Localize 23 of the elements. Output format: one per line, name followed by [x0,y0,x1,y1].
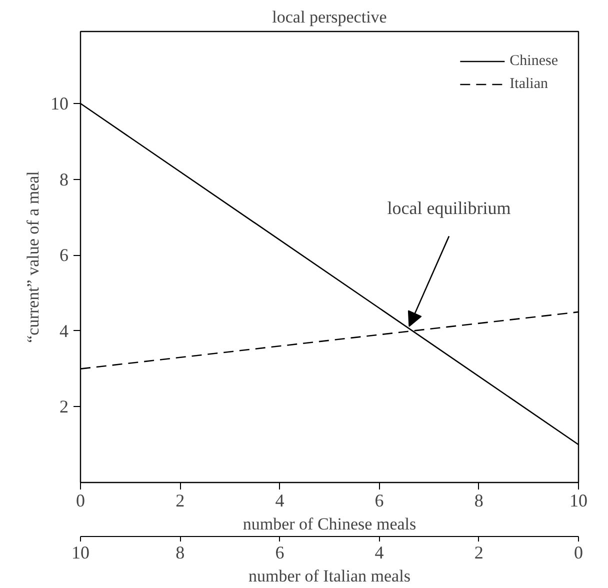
y-tick-label: 10 [50,94,68,114]
x2-axis-title: number of Italian meals [248,566,410,586]
x-tick-label: 4 [275,490,284,510]
chart-title: local perspective [272,8,387,26]
x-axis-title: number of Chinese meals [242,514,416,534]
x2-tick-label: 4 [374,542,384,562]
x2-tick-label: 0 [574,542,583,562]
y-tick-label: 2 [60,396,68,417]
y-tick-label: 8 [60,169,68,190]
legend-label: Chinese [510,52,558,70]
y-axis-title: “current” value of a meal [24,170,42,343]
x2-tick-label: 6 [275,542,284,562]
x-tick-label: 10 [570,490,588,510]
legend-label: Italian [510,76,548,92]
x-tick-label: 8 [474,490,484,510]
x-tick-label: 2 [176,490,185,510]
x2-tick-label: 2 [474,542,484,562]
x2-tick-label: 8 [176,542,185,562]
x-tick-label: 6 [374,490,384,510]
x-tick-label: 0 [76,490,85,510]
y-tick-label: 4 [60,320,68,341]
annotation: local equilibrium [387,198,511,218]
y-tick-label: 6 [60,245,68,266]
